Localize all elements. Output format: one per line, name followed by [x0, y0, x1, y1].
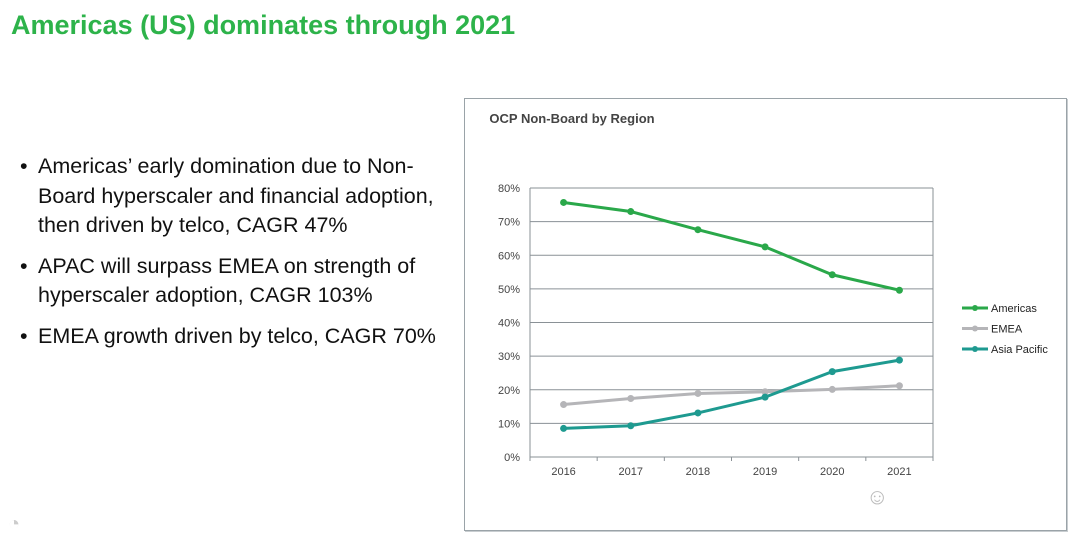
y-tick-label: 30% — [498, 351, 520, 363]
chart-frame — [464, 98, 1067, 531]
legend-marker — [972, 305, 978, 311]
x-tick-label: 2020 — [820, 466, 844, 478]
data-point — [560, 198, 568, 206]
x-tick-label: 2016 — [551, 466, 575, 478]
y-tick-label: 40% — [498, 318, 520, 330]
data-point — [761, 393, 769, 401]
watermark-logo-left: ◔ — [8, 513, 21, 535]
bullet-item: • APAC will surpass EMEA on strength of h… — [20, 252, 450, 311]
x-tick-label: 2017 — [619, 466, 643, 478]
data-point — [560, 424, 568, 432]
x-tick-label: 2018 — [686, 466, 710, 478]
y-tick-label: 80% — [498, 183, 520, 195]
data-point — [627, 394, 635, 402]
bullet-icon: • — [20, 253, 28, 278]
data-point — [694, 226, 702, 234]
data-point — [828, 271, 836, 279]
data-point — [895, 286, 903, 294]
bullet-item: • Americas’ early domination due to Non-B… — [20, 152, 450, 241]
bullet-text: APAC will surpass EMEA on strength of hy… — [38, 253, 416, 308]
data-point — [560, 401, 568, 409]
data-point — [761, 388, 769, 396]
y-tick-label: 70% — [498, 217, 520, 229]
y-tick-label: 10% — [498, 418, 520, 430]
series-line-americas — [563, 200, 900, 292]
data-point — [895, 356, 903, 364]
y-tick-label: 50% — [498, 284, 520, 296]
data-point — [895, 382, 903, 390]
data-point — [627, 208, 635, 216]
bullet-icon: • — [20, 154, 28, 178]
legend-marker — [972, 325, 978, 332]
legend-marker — [972, 346, 978, 352]
legend-label: Americas — [991, 303, 1037, 315]
bullet-text: EMEA growth driven by telco, CAGR 70% — [38, 323, 436, 348]
data-point — [694, 409, 702, 417]
x-tick-label: 2021 — [887, 466, 911, 478]
y-tick-label: 60% — [498, 250, 520, 262]
bullet-icon: • — [20, 323, 28, 348]
data-point — [828, 368, 836, 376]
wechat-watermark-icon: ☺ — [866, 484, 889, 509]
data-point — [828, 385, 836, 393]
series-line-asia-pacific — [563, 358, 900, 430]
data-point — [761, 243, 769, 251]
bullet-list: • Americas’ early domination due to Non-B… — [20, 152, 450, 362]
bullet-text: Americas’ early domination due to Non-Bo… — [38, 154, 434, 237]
series-line-emea — [563, 384, 900, 407]
y-tick-label: 20% — [498, 385, 520, 397]
y-tick-label: 0% — [504, 452, 520, 464]
slide-title: Americas (US) dominates through 2021 — [11, 10, 516, 40]
data-point — [694, 389, 702, 397]
chart-title: OCP Non-Board by Region — [489, 111, 655, 126]
bullet-item: • EMEA growth driven by telco, CAGR 70% — [20, 322, 450, 352]
legend-label: EMEA — [991, 324, 1023, 336]
x-tick-label: 2019 — [753, 466, 777, 478]
data-point — [627, 422, 635, 430]
legend-label: Asia Pacific — [991, 344, 1048, 356]
